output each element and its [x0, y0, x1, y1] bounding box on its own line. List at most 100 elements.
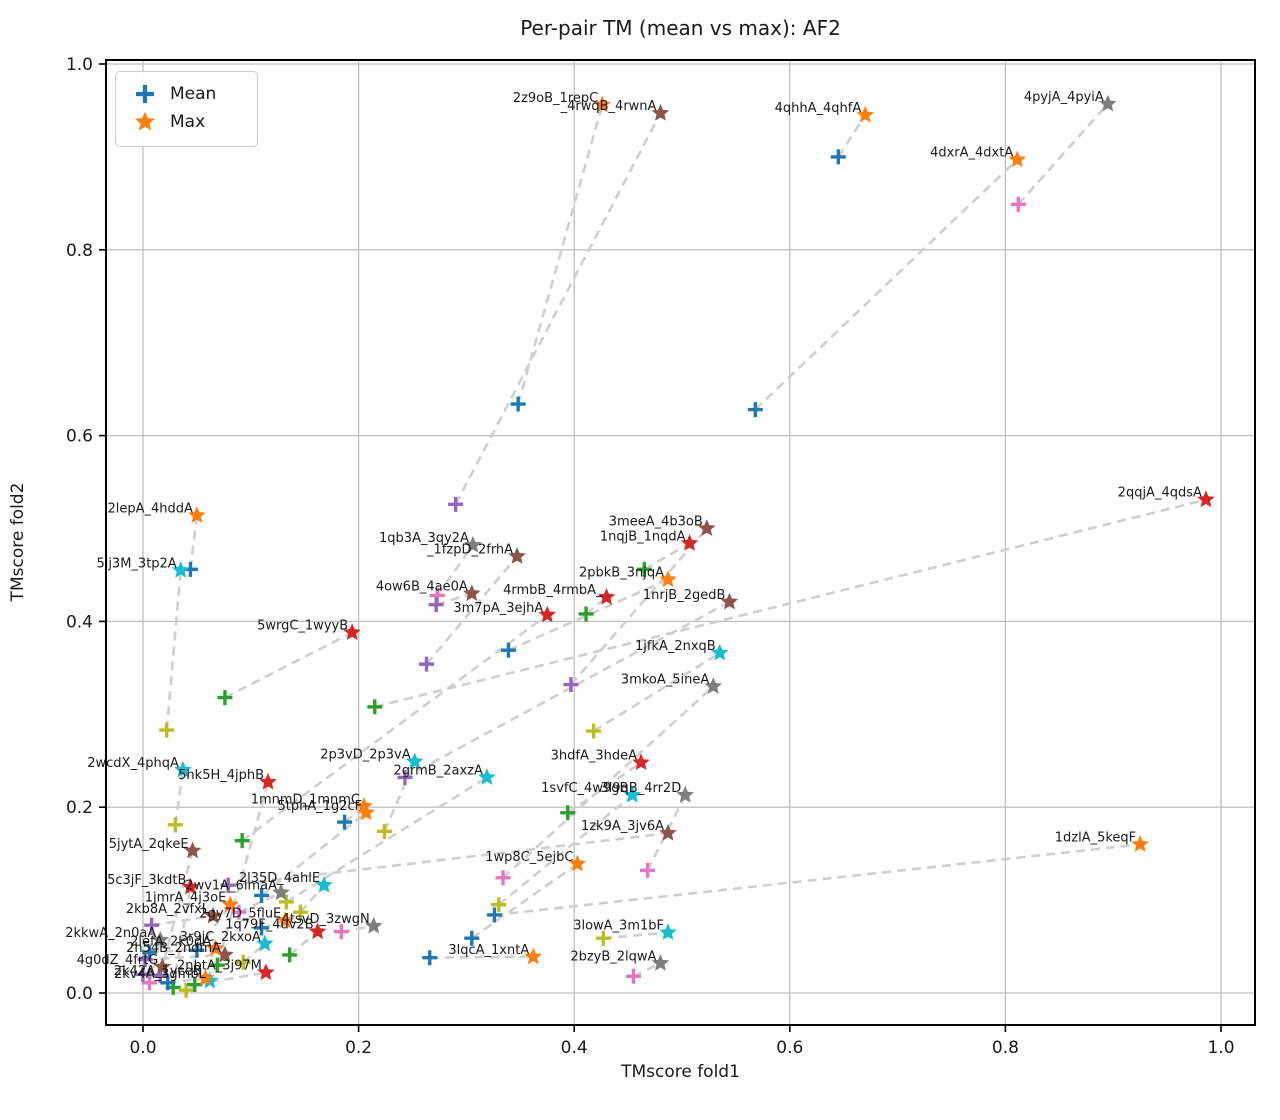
- pair-label: 4pyjA_4pyiA: [1024, 90, 1104, 105]
- mean-marker: [830, 149, 846, 165]
- pair-label: 2lepA_4hddA: [107, 501, 193, 516]
- pair-connector-line: [174, 769, 185, 826]
- pair-label: 4rmbB_4rmbA_: [503, 583, 603, 598]
- max-marker: [206, 939, 224, 956]
- mean-marker: [491, 897, 507, 913]
- mean-marker: [640, 862, 656, 878]
- pair-label: 2pbkB_3njqA: [579, 566, 664, 581]
- max-marker: [174, 760, 192, 778]
- pair-connector-line: [632, 962, 662, 978]
- pair-label: 1jmrA_4j3oE: [145, 891, 227, 906]
- mean-marker: [397, 769, 413, 785]
- mean-marker: [217, 690, 233, 706]
- pair-label: 3m7pA_3ejhA: [453, 601, 543, 616]
- pair-connector-line: [1017, 103, 1109, 206]
- max-marker: [216, 945, 234, 963]
- mean-marker: [234, 833, 250, 849]
- mean-marker: [563, 677, 579, 693]
- max-marker: [1008, 150, 1027, 168]
- pair-label: 3mkoA_5ineA: [621, 672, 709, 687]
- pair-connector-line: [592, 651, 721, 733]
- y-tick-label: 0.0: [66, 984, 93, 1004]
- mean-marker: [337, 814, 353, 830]
- pair-label: 1zk9A_3jv6A: [581, 819, 664, 834]
- max-marker: [538, 605, 556, 623]
- pair-label: 2nbtA_3j97M: [177, 959, 262, 974]
- pair-connector-line: [754, 158, 1019, 411]
- mean-marker: [254, 887, 270, 903]
- pair-connector-line: [216, 781, 270, 966]
- pair-label: 3meeA_4b3oB: [609, 515, 703, 530]
- max-marker: [593, 95, 611, 113]
- max-marker: [343, 623, 361, 640]
- pair-label: 2gy7D_5fluE: [199, 907, 281, 922]
- mean-marker: [292, 904, 308, 920]
- max-marker: [308, 922, 327, 940]
- pair-connector-line: [383, 761, 416, 832]
- pair-label: 4ow6B_4ae0A: [376, 580, 468, 595]
- mean-marker: [160, 975, 176, 991]
- pair-connector-line: [224, 631, 353, 699]
- pair-label: 2z9oB_1repC: [513, 91, 598, 106]
- pair-connector-line: [516, 104, 604, 405]
- mean-marker: [1010, 196, 1026, 212]
- pair-label: 4tsvD_3zwgN: [282, 912, 370, 927]
- y-tick-label: 0.8: [66, 241, 93, 261]
- y-axis-label: TMscore fold2: [8, 482, 28, 602]
- pair-label: 1svfC_4w9gB: [541, 781, 628, 796]
- pair-label: 3r9jC_2kxoA: [180, 930, 261, 945]
- pair-label: 2kb8A_2vfxL: [126, 902, 210, 917]
- mean-marker: [187, 977, 203, 993]
- y-tick-label: 0.4: [66, 612, 93, 632]
- x-axis-label: TMscore fold1: [621, 1062, 740, 1082]
- pair-label: 3hdfA_3hdeA: [551, 749, 637, 764]
- max-marker: [676, 785, 694, 803]
- max-marker: [463, 584, 481, 601]
- pair-label: _1fzpD_2frhA: [426, 542, 513, 557]
- mean-marker: [464, 930, 480, 946]
- max-marker: [597, 588, 616, 605]
- max-marker: [623, 785, 642, 803]
- pair-connector-line: [435, 592, 473, 606]
- mean-marker: [367, 699, 383, 715]
- pair-label: 2lefA_2k0dA: [130, 934, 211, 949]
- pair-connector-line: [374, 498, 1207, 709]
- pair-connector-line: [288, 930, 319, 956]
- pair-label: 2l35D_4ahlE: [239, 871, 320, 886]
- pair-connector-line: [425, 555, 519, 665]
- max-marker: [478, 768, 496, 785]
- pair-connector-line: [502, 685, 715, 879]
- mean-marker: [167, 817, 183, 833]
- mean-plus-icon: [128, 83, 162, 105]
- pair-connector-line: [436, 544, 474, 597]
- mean-marker: [586, 723, 602, 739]
- pair-label: 5c3jF_3kdtB: [107, 873, 186, 888]
- max-marker: [1197, 490, 1215, 508]
- mean-marker: [235, 954, 251, 970]
- legend-item-max: Max: [128, 108, 245, 136]
- max-marker: [364, 916, 383, 934]
- x-tick-label: 1.0: [1207, 1038, 1234, 1058]
- mean-marker: [135, 966, 151, 982]
- pair-connector-line: [603, 931, 669, 940]
- pair-label: 1nrjB_2gedB: [643, 588, 726, 603]
- max-marker: [188, 506, 206, 523]
- mean-marker: [448, 496, 464, 512]
- mean-marker: [625, 968, 641, 984]
- mean-marker: [141, 975, 157, 991]
- pair-connector-line: [471, 862, 579, 940]
- pair-label: 2wcdX_4phqA: [87, 756, 179, 771]
- mean-marker: [419, 656, 435, 672]
- pair-label: 3lqcA_1xntA: [448, 943, 529, 958]
- pair-connector-line: [189, 515, 199, 570]
- pair-connector-line: [494, 843, 1141, 917]
- max-marker: [651, 954, 670, 971]
- pair-label: 2kv4A_3gmbL: [114, 967, 207, 982]
- max-marker: [704, 677, 723, 694]
- pair-label: 3l9qB_4rr2D: [600, 781, 681, 796]
- mean-marker: [209, 957, 225, 973]
- max-marker: [257, 963, 275, 980]
- pair-connector-line: [149, 947, 216, 954]
